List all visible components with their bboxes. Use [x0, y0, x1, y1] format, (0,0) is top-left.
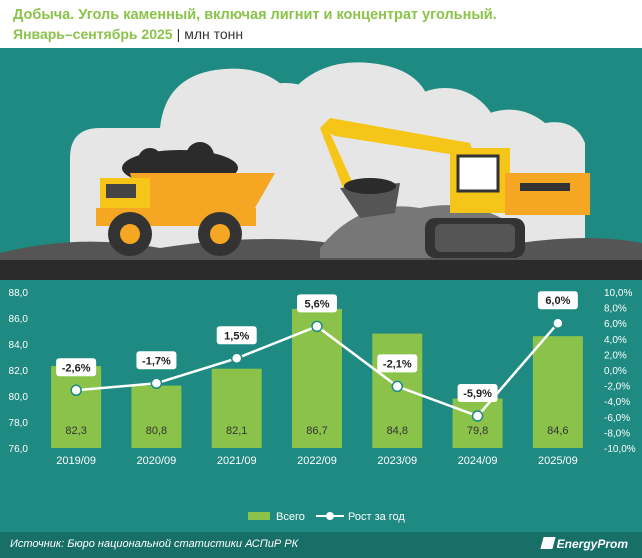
footer: Источник: Бюро национальной статистики А… — [0, 532, 642, 558]
bar-labels: 82,3 80,8 82,1 86,7 84,8 79,8 84,6 — [65, 425, 568, 437]
y-axis-left: 76,0 78,0 80,0 82,0 84,0 86,0 88,0 — [9, 288, 29, 455]
growth-value-label: -5,9% — [463, 388, 492, 400]
y-tick-label: 88,0 — [9, 288, 29, 299]
period-label: Январь–сентябрь 2025 — [13, 26, 173, 42]
chart-title: Добыча. Уголь каменный, включая лигнит и… — [13, 7, 497, 23]
bar-value-label: 84,8 — [387, 425, 408, 437]
mining-illustration — [0, 48, 642, 280]
growth-label-box — [377, 354, 418, 373]
growth-label-box — [297, 294, 337, 313]
x-tick-label: 2022/09 — [297, 455, 337, 467]
y2-tick-label: 4,0% — [604, 335, 627, 346]
x-tick-label: 2024/09 — [458, 455, 498, 467]
y2-tick-label: -8,0% — [604, 428, 630, 439]
x-tick-label: 2025/09 — [538, 455, 578, 467]
growth-value-label: -1,7% — [142, 355, 171, 367]
bar — [131, 385, 182, 448]
y-tick-label: 80,0 — [9, 392, 29, 403]
growth-value-label: 5,6% — [304, 298, 329, 310]
growth-points — [70, 317, 564, 422]
y2-tick-label: 10,0% — [604, 288, 632, 299]
bar — [452, 398, 503, 448]
x-tick-label: 2020/09 — [137, 455, 177, 467]
y2-tick-label: -6,0% — [604, 413, 630, 424]
bar-value-label: 84,6 — [547, 425, 568, 437]
mining-scene — [0, 62, 642, 280]
logo-text: EnergyProm — [556, 537, 628, 551]
growth-point — [311, 320, 323, 333]
y-tick-label: 82,0 — [9, 366, 29, 377]
x-axis: 2019/09 2020/09 2021/09 2022/09 2023/09 2024/… — [56, 455, 577, 467]
bar — [532, 336, 583, 448]
growth-value-label: 6,0% — [545, 295, 570, 307]
growth-point — [150, 377, 163, 390]
growth-point — [70, 384, 82, 397]
header: Добыча. Уголь каменный, включая лигнит и… — [0, 0, 642, 48]
legend-swatch-total — [248, 512, 270, 520]
x-tick-label: 2019/09 — [56, 455, 96, 467]
growth-value-label: 1,5% — [224, 330, 249, 342]
subtitle-separator: | — [176, 26, 181, 42]
bar — [51, 366, 102, 448]
legend-label-total: Всего — [276, 511, 305, 523]
growth-point — [552, 317, 564, 329]
x-tick-label: 2023/09 — [377, 455, 417, 467]
y2-tick-label: 8,0% — [604, 304, 627, 315]
bar-value-label: 82,3 — [65, 425, 86, 437]
y-tick-label: 78,0 — [9, 418, 29, 429]
growth-point — [471, 410, 484, 422]
energyprom-logo: EnergyProm — [540, 537, 628, 551]
legend: Всего Рост за год — [248, 511, 405, 523]
growth-point — [391, 380, 404, 393]
legend-label-growth: Рост за год — [348, 511, 405, 523]
growth-labels: -2,6% -1,7% 1,5% 5,6% -2,1% -5,9% 6,0% — [56, 291, 578, 403]
y-tick-label: 86,0 — [9, 314, 29, 325]
excavator-icon — [320, 118, 590, 258]
chart-svg: 76,0 78,0 80,0 82,0 84,0 86,0 88,0 -10,0% -8,0%… — [9, 288, 636, 523]
ground-strip — [0, 260, 642, 280]
source-note: Источник: Бюро национальной статистики А… — [10, 538, 299, 550]
y-tick-label: 84,0 — [9, 340, 29, 351]
growth-value-label: -2,1% — [383, 358, 412, 370]
legend-marker-growth — [326, 512, 334, 520]
bar-value-label: 82,1 — [226, 425, 247, 437]
mining-truck-icon — [96, 142, 275, 256]
y2-tick-label: 6,0% — [604, 319, 627, 330]
chart-subtitle: Январь–сентябрь 2025 | млн тонн — [13, 26, 243, 42]
y2-tick-label: 2,0% — [604, 350, 627, 361]
bar-value-label: 80,8 — [146, 425, 167, 437]
y2-tick-label: -4,0% — [604, 397, 630, 408]
logo-mark-icon — [540, 537, 556, 549]
bar — [211, 368, 262, 448]
growth-label-box — [136, 351, 177, 370]
growth-label-box — [537, 291, 578, 310]
x-tick-label: 2021/09 — [217, 455, 257, 467]
growth-label-box — [216, 326, 257, 345]
unit-label: млн тонн — [184, 26, 244, 42]
growth-value-label: -2,6% — [62, 362, 91, 374]
growth-label-box — [457, 384, 498, 403]
y2-tick-label: -2,0% — [604, 382, 630, 393]
chart-area: 76,0 78,0 80,0 82,0 84,0 86,0 88,0 -10,0% -8,0%… — [0, 280, 642, 532]
growth-point — [230, 352, 243, 365]
growth-label-box — [56, 358, 97, 377]
bar-value-label: 86,7 — [306, 425, 327, 437]
y-tick-label: 76,0 — [9, 444, 29, 455]
y2-tick-label: -10,0% — [604, 444, 636, 455]
y2-tick-label: 0,0% — [604, 366, 627, 377]
y-axis-right: -10,0% -8,0% -6,0% -4,0% -2,0% 0,0% 2,0% 4,0% 6,… — [604, 288, 636, 455]
bar-value-label: 79,8 — [467, 425, 488, 437]
